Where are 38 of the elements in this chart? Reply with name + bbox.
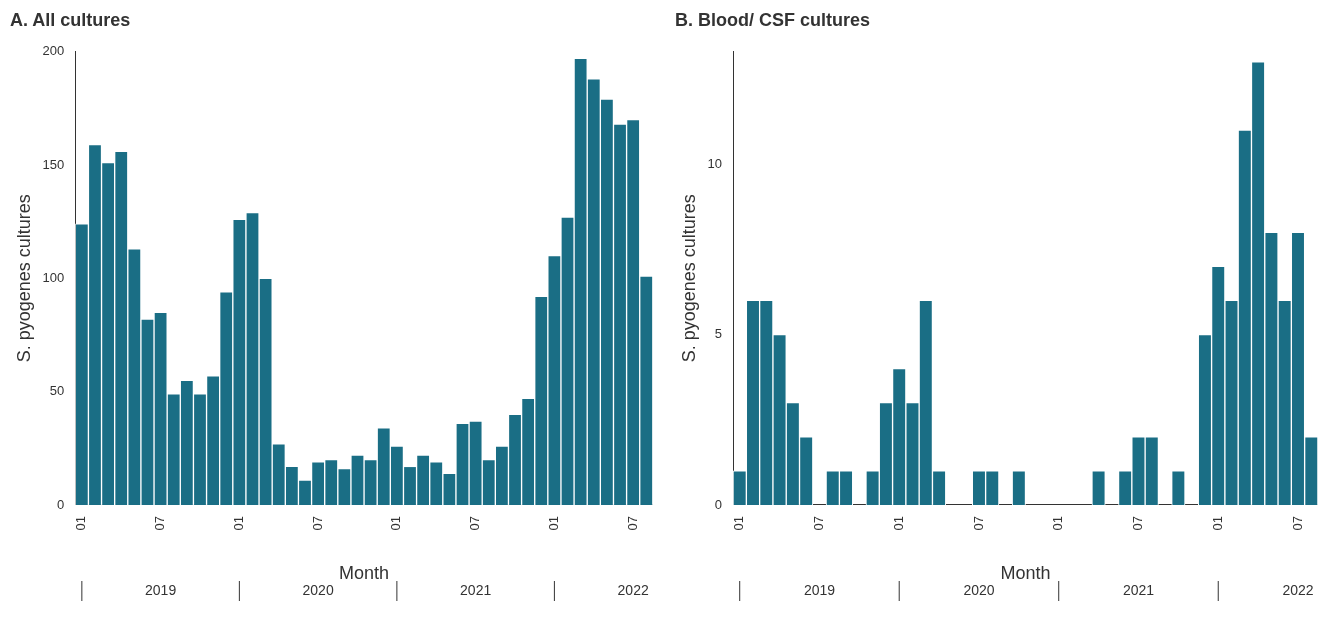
x-tick-label: 01 [388, 515, 404, 531]
y-tick-label: 10 [707, 155, 723, 171]
text: 2019 [803, 581, 836, 598]
y-tick-label: 5 [714, 326, 723, 342]
text: 2021 [460, 581, 492, 598]
x-tick-label: 07 [970, 515, 986, 531]
y-tick-label: 0 [714, 496, 723, 512]
x-tick-label: 07 [467, 515, 483, 531]
x-tick-label: 01 [545, 515, 561, 531]
y-tick-label: 200 [42, 43, 65, 59]
text: 2020 [963, 581, 995, 598]
text: 2019 [145, 581, 177, 598]
chart-title: A. All cultures [10, 9, 131, 30]
y-axis-title: S. pyogenes cultures [678, 194, 699, 363]
x-tick-label: 01 [73, 515, 89, 531]
chart-title: B. Blood/ CSF cultures [675, 9, 871, 30]
x-tick-label: 07 [1130, 515, 1146, 531]
x-axis-title: Month [339, 563, 390, 584]
x-tick-label: 07 [811, 515, 827, 531]
y-axis-title: S. pyogenes cultures [13, 194, 34, 363]
x-tick-label: 07 [1289, 515, 1305, 531]
x-tick-label: 01 [1050, 515, 1066, 531]
y-tick-label: 0 [57, 496, 65, 512]
x-tick-label: 07 [624, 515, 640, 531]
x-tick-label: 01 [230, 515, 246, 531]
x-tick-label: 07 [152, 515, 168, 531]
y-tick-label: 150 [42, 156, 65, 172]
x-tick-label: 01 [1209, 515, 1225, 531]
x-tick-label: 07 [309, 515, 325, 531]
y-tick-label: 100 [42, 269, 65, 285]
text: 2022 [1282, 581, 1314, 598]
text: 2022 [617, 581, 649, 598]
x-tick-label: 01 [731, 515, 747, 531]
text: 2021 [1122, 581, 1155, 598]
x-axis-title: Month [1000, 563, 1051, 584]
y-tick-label: 50 [49, 383, 65, 399]
text: 2020 [302, 581, 334, 598]
x-tick-label: 01 [890, 515, 906, 531]
